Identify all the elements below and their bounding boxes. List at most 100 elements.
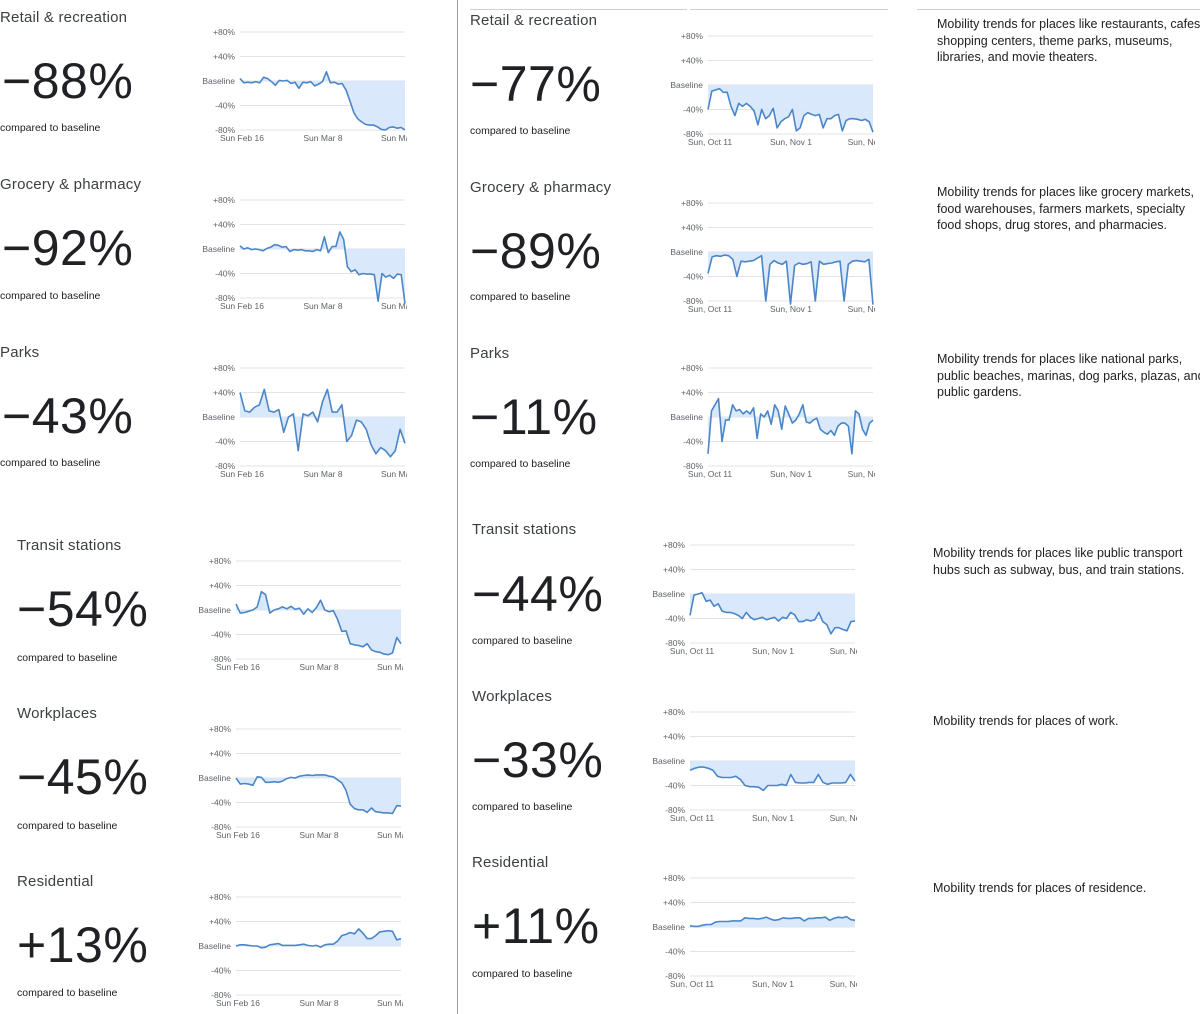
trend-chart[interactable]: +80% +40% Baseline -40% -80%Sun, Oct 11 Sun, …	[660, 195, 875, 317]
trend-chart[interactable]: +80% +40% Baseline -40% -80%Sun Feb 16 Sun Ma…	[192, 192, 407, 314]
y-tick-label: -40%	[665, 781, 685, 791]
y-tick-label: -80%	[683, 129, 703, 139]
x-tick-label: Sun Mar 29	[381, 469, 407, 479]
category-description: Mobility trends for places of work.	[933, 714, 1119, 728]
percent-change: +11%	[472, 898, 600, 954]
x-tick-label: Sun Mar 29	[377, 662, 403, 672]
trend-chart[interactable]: +80% +40% Baseline -40% -80%Sun Feb 16 Sun Ma…	[188, 553, 403, 675]
y-tick-label: Baseline	[198, 773, 231, 783]
y-tick-label: +40%	[663, 898, 685, 908]
trend-line	[239, 231, 406, 304]
y-tick-label: +40%	[663, 732, 685, 742]
x-tick-label: Sun, Nov 22	[830, 979, 857, 989]
y-tick-label: -40%	[211, 798, 231, 808]
y-tick-label: -40%	[683, 272, 703, 282]
y-tick-label: Baseline	[202, 76, 235, 86]
percent-change: −54%	[17, 581, 149, 637]
x-tick-label: Sun, Oct 11	[670, 979, 715, 989]
trend-chart[interactable]: +80% +40% Baseline -40% -80%Sun Feb 16 Sun Ma…	[192, 360, 407, 482]
column-divider	[457, 0, 458, 1014]
percent-change: +13%	[17, 917, 149, 973]
x-tick-label: Sun Feb 16	[220, 301, 264, 311]
compare-label: compared to baseline	[17, 652, 118, 664]
percent-change: −77%	[470, 56, 602, 112]
y-tick-label: +40%	[209, 581, 231, 591]
y-tick-label: +80%	[213, 27, 235, 37]
x-tick-label: Sun Mar 8	[303, 301, 342, 311]
percent-change: −88%	[2, 53, 134, 109]
trend-chart[interactable]: +80% +40% Baseline -40% -80%Sun Feb 16 Sun Ma…	[188, 889, 403, 1011]
baseline-deviation-area	[236, 774, 401, 814]
trend-line	[235, 774, 402, 815]
trend-chart[interactable]: +80% +40% Baseline -40% -80%Sun, Oct 11 Sun, …	[660, 360, 875, 482]
y-tick-label: +80%	[663, 707, 685, 717]
trend-chart[interactable]: +80% +40% Baseline -40% -80%Sun, Oct 11 Sun, …	[660, 28, 875, 150]
compare-label: compared to baseline	[472, 635, 573, 647]
trend-line	[235, 928, 402, 949]
y-tick-label: -40%	[665, 947, 685, 957]
trend-chart[interactable]: +80% +40% Baseline -40% -80%Sun, Oct 11 Sun, …	[642, 537, 857, 659]
x-tick-label: Sun, Nov 22	[848, 137, 875, 147]
category-title: Retail & recreation	[470, 12, 598, 29]
x-tick-label: Sun, Nov 22	[848, 469, 875, 479]
compare-label: compared to baseline	[470, 458, 571, 470]
percent-change: −89%	[470, 223, 602, 279]
trend-chart[interactable]: +80% +40% Baseline -40% -80%Sun, Oct 11 Sun, …	[642, 704, 857, 826]
y-tick-label: -80%	[665, 638, 685, 648]
x-tick-label: Sun, Oct 11	[688, 469, 733, 479]
x-tick-label: Sun Mar 8	[299, 830, 338, 840]
y-tick-label: +80%	[209, 892, 231, 902]
category-description: Mobility trends for places like grocery …	[937, 185, 1195, 232]
compare-label: compared to baseline	[472, 801, 573, 813]
x-tick-label: Sun Feb 16	[216, 662, 260, 672]
baseline-deviation-area	[240, 71, 405, 130]
y-tick-label: -80%	[215, 461, 235, 471]
y-tick-label: -40%	[211, 630, 231, 640]
compare-label: compared to baseline	[17, 987, 118, 999]
y-tick-label: -40%	[683, 437, 703, 447]
compare-label: compared to baseline	[472, 968, 573, 980]
y-tick-label: -80%	[211, 654, 231, 664]
baseline-deviation-area	[690, 592, 855, 634]
compare-label: compared to baseline	[0, 290, 101, 302]
y-tick-label: -40%	[215, 101, 235, 111]
trend-chart[interactable]: +80% +40% Baseline -40% -80%Sun Feb 16 Sun Ma…	[192, 24, 407, 146]
x-tick-label: Sun, Oct 11	[670, 646, 715, 656]
y-tick-label: +80%	[663, 873, 685, 883]
category-title: Residential	[17, 873, 94, 890]
trend-line	[707, 87, 874, 133]
x-tick-label: Sun, Nov 1	[752, 979, 794, 989]
y-tick-label: +80%	[681, 31, 703, 41]
x-tick-label: Sun, Nov 1	[752, 646, 794, 656]
compare-label: compared to baseline	[0, 457, 101, 469]
y-tick-label: +40%	[681, 56, 703, 66]
y-tick-label: Baseline	[670, 247, 703, 257]
y-tick-label: +40%	[213, 220, 235, 230]
x-tick-label: Sun Mar 29	[381, 133, 407, 143]
trend-chart[interactable]: +80% +40% Baseline -40% -80%Sun Feb 16 Sun Ma…	[188, 721, 403, 843]
y-tick-label: Baseline	[670, 412, 703, 422]
trend-chart[interactable]: +80% +40% Baseline -40% -80%Sun, Oct 11 Sun, …	[642, 870, 857, 992]
y-tick-label: Baseline	[652, 756, 685, 766]
category-title: Transit stations	[472, 521, 577, 538]
y-tick-label: +80%	[209, 556, 231, 566]
baseline-deviation-area	[690, 761, 855, 791]
compare-label: compared to baseline	[470, 125, 571, 137]
x-tick-label: Sun Mar 8	[303, 133, 342, 143]
y-tick-label: +80%	[663, 540, 685, 550]
category-title: Parks	[470, 345, 510, 362]
category-title: Workplaces	[472, 688, 553, 705]
y-tick-label: +40%	[209, 917, 231, 927]
y-tick-label: -80%	[215, 293, 235, 303]
x-tick-label: Sun, Nov 22	[848, 304, 875, 314]
y-tick-label: +80%	[681, 198, 703, 208]
category-description: Mobility trends for places of residence.	[933, 881, 1147, 895]
percent-change: −92%	[2, 220, 134, 276]
x-tick-label: Sun Feb 16	[220, 469, 264, 479]
top-rule	[690, 9, 888, 10]
x-tick-label: Sun Mar 29	[377, 830, 403, 840]
baseline-deviation-area	[708, 85, 873, 133]
percent-change: −44%	[472, 566, 604, 622]
percent-change: −43%	[2, 388, 134, 444]
x-tick-label: Sun Feb 16	[216, 998, 260, 1008]
